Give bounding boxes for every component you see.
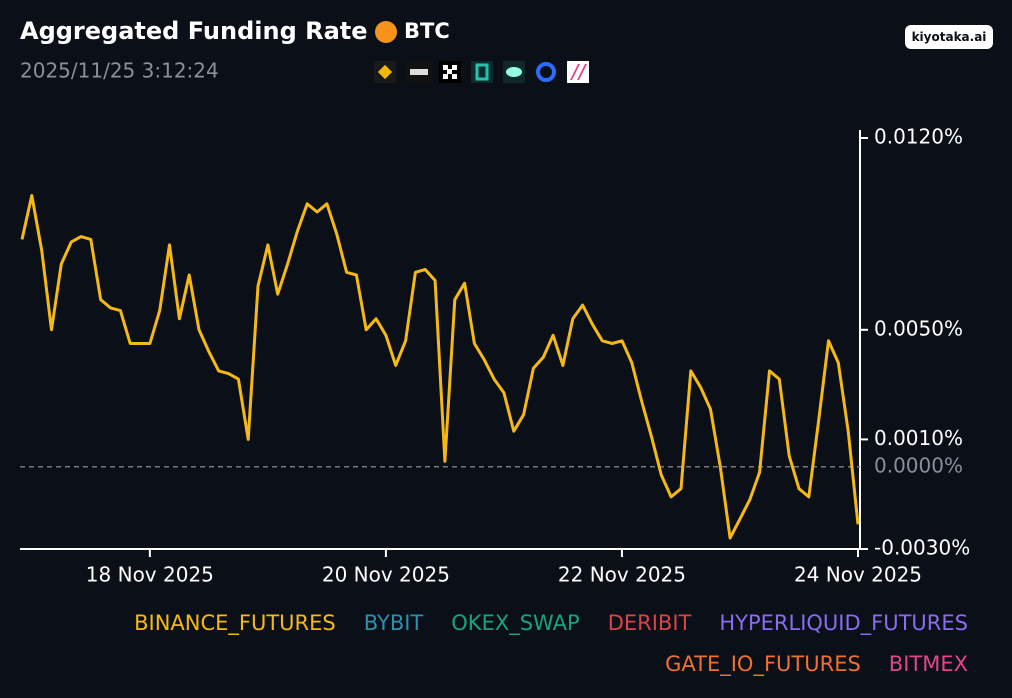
exchange-icons xyxy=(374,61,589,83)
exchange-icon xyxy=(410,69,428,75)
y-tick-label: 0.0050% xyxy=(874,316,963,340)
timestamp: 2025/11/25 3:12:24 xyxy=(20,59,219,83)
exchange-icon xyxy=(443,74,448,79)
x-tick-label: 22 Nov 2025 xyxy=(558,563,686,587)
legend-entry[interactable]: DERIBIT xyxy=(607,611,692,635)
legend-entry[interactable]: HYPERLIQUID_FUTURES xyxy=(719,611,968,635)
legend-entry[interactable]: OKEX_SWAP xyxy=(451,611,580,635)
exchange-icon xyxy=(452,74,457,79)
chart-title: Aggregated Funding Rate xyxy=(20,17,368,45)
y-tick-label: 0.0000% xyxy=(874,453,963,477)
brand-label: kiyotaka.ai xyxy=(912,30,987,44)
data-line xyxy=(20,194,860,540)
exchange-icon xyxy=(447,69,452,74)
legend-entry[interactable]: BINANCE_FUTURES xyxy=(134,611,336,635)
legend-entry[interactable]: GATE_IO_FUTURES xyxy=(665,652,861,676)
exchange-icon xyxy=(536,62,556,82)
y-tick-label: 0.0010% xyxy=(874,426,963,450)
exchange-icon xyxy=(475,63,489,81)
exchange-icon xyxy=(443,65,448,70)
y-tick-label: 0.0120% xyxy=(874,125,963,149)
x-tick-label: 18 Nov 2025 xyxy=(86,563,214,587)
asset-label: BTC xyxy=(404,19,450,43)
x-tick-label: 20 Nov 2025 xyxy=(322,563,450,587)
btc-icon xyxy=(375,21,397,43)
legend-entry[interactable]: BITMEX xyxy=(888,652,968,676)
legend-entry[interactable]: BYBIT xyxy=(363,611,424,635)
exchange-icon xyxy=(506,67,522,77)
exchange-icon xyxy=(452,65,457,70)
legend: BINANCE_FUTURES BYBIT OKEX_SWAP DERIBIT HYPE… xyxy=(40,610,968,678)
x-tick-label: 24 Nov 2025 xyxy=(794,563,922,587)
brand-badge xyxy=(905,25,993,49)
exchange-icon xyxy=(377,64,393,80)
y-tick-label: -0.0030% xyxy=(874,536,970,560)
exchange-icon xyxy=(570,64,587,80)
